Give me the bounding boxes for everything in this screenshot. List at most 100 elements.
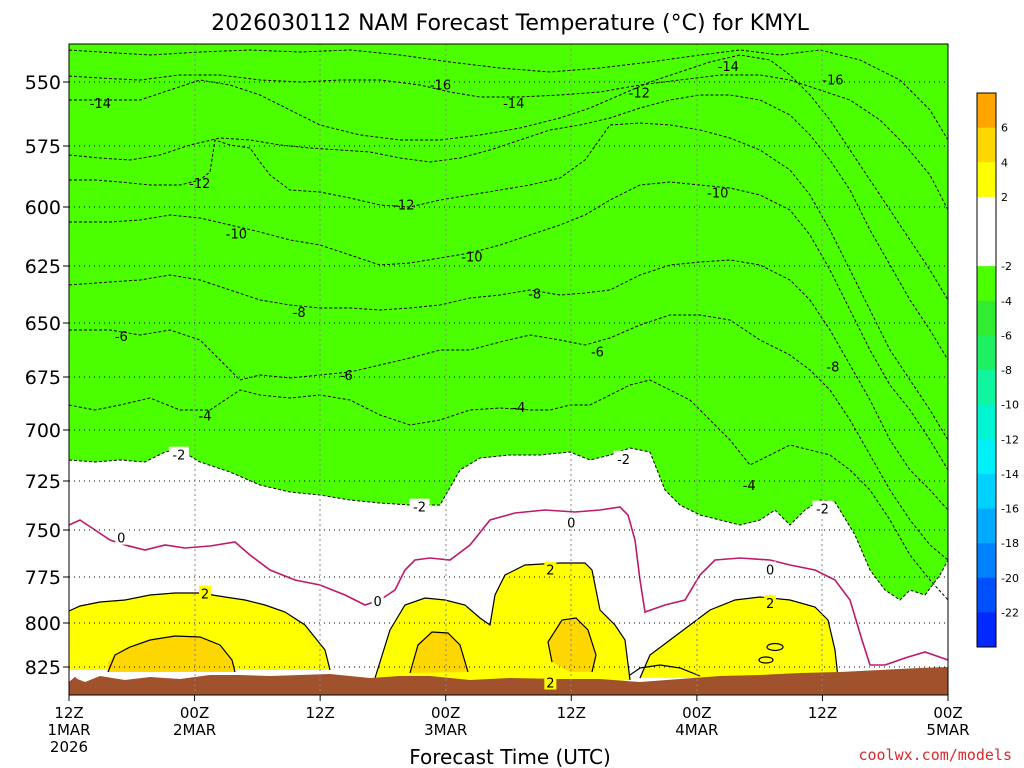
contour-label: -12 [189,177,210,192]
contour-label: -6 [591,345,604,360]
contour-label: -8 [528,288,541,303]
contour-label-bg [613,450,634,466]
ground-surface [69,667,948,695]
chart-title: 2026030112 NAM Forecast Temperature (°C)… [211,11,809,36]
color-scale-swatch [977,439,996,475]
x-tick-label: 1MAR [47,721,90,739]
contour-label: 0 [766,564,774,579]
contour-label: 2 [546,677,554,692]
contour-label: -16 [430,79,451,94]
band-4-to-6 [410,632,468,673]
contour-line-minus-10c [69,181,948,471]
contour-label: -14 [718,60,739,75]
color-scale-label: -4 [1001,295,1012,308]
contour-label: 0 [567,516,575,531]
contour-line-4c [107,635,236,673]
x-tick-label: 00Z [180,704,209,722]
color-scale-label: 6 [1001,122,1008,135]
y-tick-label: 600 [25,197,61,219]
x-tick-label: 12Z [808,704,837,722]
x-tick-label: 5MAR [926,721,969,739]
color-scale-swatch [977,162,996,198]
contour-line-4c [409,631,469,674]
color-scale-swatch [977,508,996,544]
y-tick-label: 725 [25,471,61,493]
x-tick-label: 2026 [50,738,88,756]
x-tick-label: 12Z [305,704,334,722]
contour-label-bg [764,561,777,577]
color-scale-swatch [977,231,996,267]
x-tick-label: 3MAR [424,721,467,739]
x-axis-label: Forecast Time (UTC) [409,745,611,768]
color-scale-frame [976,92,997,648]
contour-label-bg [544,674,557,690]
contour-label-bg [168,446,189,462]
contour-label: -4 [743,479,756,494]
y-axis: 550 575 600 625 650 675 700 725 750 775 800 825 [25,72,69,679]
contour-label: -10 [461,251,482,266]
y-tick-label: 750 [25,520,61,542]
contour-label: -6 [115,330,128,345]
contour-line-minus-8c [69,259,948,511]
contour-label: 2 [766,597,774,612]
contour-lines-negative [69,49,948,601]
y-tick-label: 800 [25,613,61,635]
color-scale-swatch [977,335,996,371]
y-tick-label: 775 [25,567,61,589]
color-scale-label: -18 [1001,537,1019,550]
contour-label: 0 [374,595,382,610]
color-scale-label: -6 [1001,329,1012,342]
contour-labels: -14 -16 -14 -16 -14 -12 -12 -12 -10 -10 -10 -8 -8 -6 -… [90,60,844,691]
color-scale-swatch [977,473,996,509]
contour-label-bg [409,498,430,514]
band-minus-4-to-minus-2 [69,44,948,600]
x-tick-label: 12Z [54,704,83,722]
color-scale-swatch [977,370,996,406]
y-tick-label: 675 [25,367,61,389]
contour-label: 0 [117,532,125,547]
x-tick-label: 2MAR [173,721,216,739]
contour-ring [758,656,774,664]
source-credit: coolwx.com/models [858,746,1012,764]
color-scale-label: -20 [1001,572,1019,585]
contour-label: -10 [707,187,728,202]
contour-label: -4 [199,409,212,424]
contour-label-bg [565,514,578,530]
color-scale-label: -14 [1001,468,1019,481]
color-scale-swatch [977,404,996,440]
color-scale-swatch [977,612,996,648]
x-tick-label: 00Z [431,704,460,722]
y-tick-label: 550 [25,72,61,94]
contour-label: -12 [629,86,650,101]
band-4-to-6 [548,618,596,672]
color-scale-label: 4 [1001,156,1008,169]
contour-label-bg [199,585,212,601]
color-scale-label: -2 [1001,260,1012,273]
contour-label: -10 [226,227,247,242]
band-2-to-4 [640,597,838,678]
contour-line-minus-12c [69,122,948,441]
contour-label-bg [812,500,833,516]
y-tick-label: 650 [25,313,61,335]
color-scale-swatch [977,196,996,232]
y-tick-label: 575 [25,136,61,158]
color-scale-swatch [977,543,996,579]
grid-lines-vertical [194,44,823,695]
plot-area: -14 -16 -14 -16 -14 -12 -12 -12 -10 -10 -10 -8 -8 -6 -… [69,44,948,695]
contour-line-2c [69,592,331,671]
contour-line-minus-20c [69,49,948,141]
contour-line-0c [69,506,948,666]
contour-label: -6 [340,369,353,384]
x-tick-label: 00Z [933,704,962,722]
color-scale-label: -12 [1001,433,1019,446]
color-scale-swatch [977,93,996,129]
contour-label: -2 [816,503,829,518]
contour-line-minus-6c [69,314,948,561]
y-tick-label: 700 [25,420,61,442]
color-scale-swatch [977,300,996,336]
contour-label: -2 [172,449,185,464]
contour-label: -8 [293,306,306,321]
y-tick-label: 625 [25,256,61,278]
contour-label-bg [544,561,557,577]
